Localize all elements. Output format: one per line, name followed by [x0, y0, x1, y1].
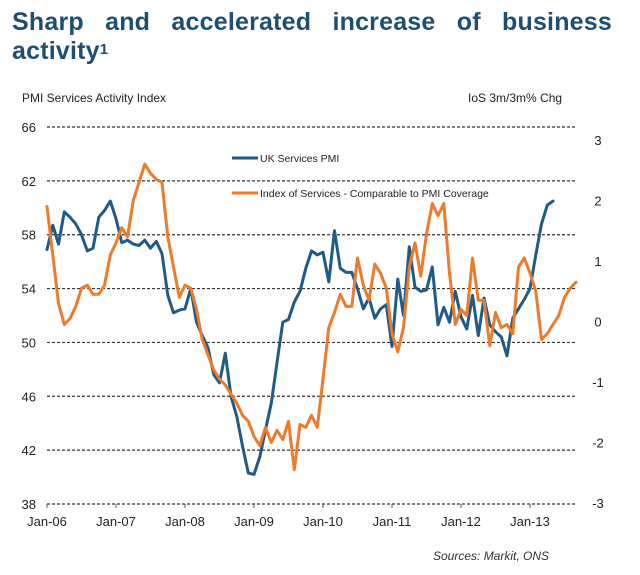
y-tick-left: 50	[22, 335, 36, 350]
x-tick-label: Jan-09	[234, 514, 274, 529]
x-tick-label: Jan-07	[96, 514, 136, 529]
y-tick-right: -2	[592, 436, 604, 451]
y-tick-left: 58	[22, 228, 36, 243]
title-text: Sharp and accelerated increase of busine…	[12, 8, 612, 65]
source-note: Sources: Markit, ONS	[433, 549, 550, 563]
y-tick-right: -3	[592, 496, 604, 511]
left-axis-label: PMI Services Activity Index	[22, 91, 167, 105]
x-tick-label: Jan-12	[441, 514, 481, 529]
slide-title: Sharp and accelerated increase of busine…	[12, 8, 612, 66]
y-tick-left: 46	[22, 389, 36, 404]
x-tick-label: Jan-06	[27, 514, 67, 529]
legend-label: UK Services PMI	[260, 153, 339, 165]
y-tick-left: 38	[22, 497, 36, 512]
x-tick-label: Jan-11	[373, 514, 412, 529]
y-tick-left: 54	[22, 282, 36, 297]
series-line-index-of-services	[45, 162, 578, 472]
y-tick-left: 66	[22, 120, 36, 135]
y-tick-right: 1	[594, 254, 601, 269]
x-tick-label: Jan-08	[165, 514, 205, 529]
y-tick-right: -1	[592, 375, 604, 390]
x-tick-label: Jan-10	[303, 514, 343, 529]
y-tick-right: 0	[594, 315, 601, 330]
legend-label: Index of Services - Comparable to PMI Co…	[260, 188, 489, 200]
y-tick-right: 2	[594, 194, 601, 209]
y-tick-right: 3	[594, 133, 601, 148]
y-tick-left: 42	[22, 443, 36, 458]
series-line-uk-services-pmi	[45, 199, 555, 476]
x-tick-label: Jan-13	[510, 514, 550, 529]
right-axis-label: IoS 3m/3m% Chg	[468, 91, 563, 105]
title-footnote: 1	[99, 41, 109, 58]
y-tick-left: 62	[22, 174, 36, 189]
